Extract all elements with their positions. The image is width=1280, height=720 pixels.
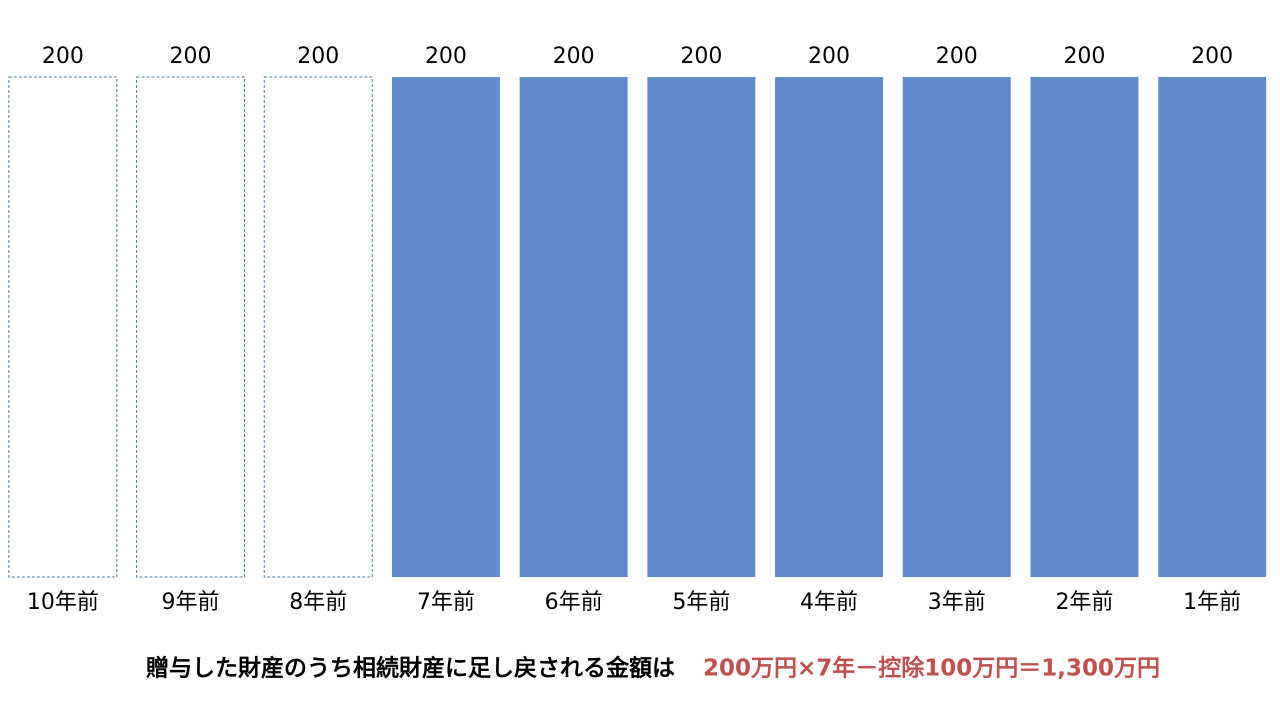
value-label: 200 [808,44,850,69]
bar [391,77,500,577]
value-label: 200 [170,44,212,69]
x-tick-label: 8年前 [289,590,347,615]
x-tick-label: 4年前 [800,590,858,615]
bar [1030,77,1139,577]
value-label: 200 [425,44,467,69]
bar [8,76,118,578]
value-label: 200 [553,44,595,69]
bar [136,76,246,578]
value-label: 200 [680,44,722,69]
x-tick-label: 6年前 [545,590,603,615]
x-tick-label: 1年前 [1183,590,1241,615]
x-tick-label: 10年前 [27,590,99,615]
bar [775,77,884,577]
x-tick-label: 7年前 [417,590,475,615]
x-tick-label: 2年前 [1055,590,1113,615]
value-label: 200 [297,44,339,69]
bar [1158,77,1267,577]
x-tick-label: 5年前 [672,590,730,615]
value-label: 200 [1063,44,1105,69]
x-tick-label: 3年前 [928,590,986,615]
value-label: 200 [936,44,978,69]
note: 贈与した財産のうち相続財産に足し戻される金額は [146,655,675,682]
bar [263,76,373,578]
bar [902,77,1011,577]
value-label: 200 [42,44,84,69]
value-label: 200 [1191,44,1233,69]
bar [647,77,756,577]
bar [519,77,628,577]
formula: 200万円×7年－控除100万円＝1,300万円 [703,655,1160,682]
x-tick-label: 9年前 [162,590,220,615]
